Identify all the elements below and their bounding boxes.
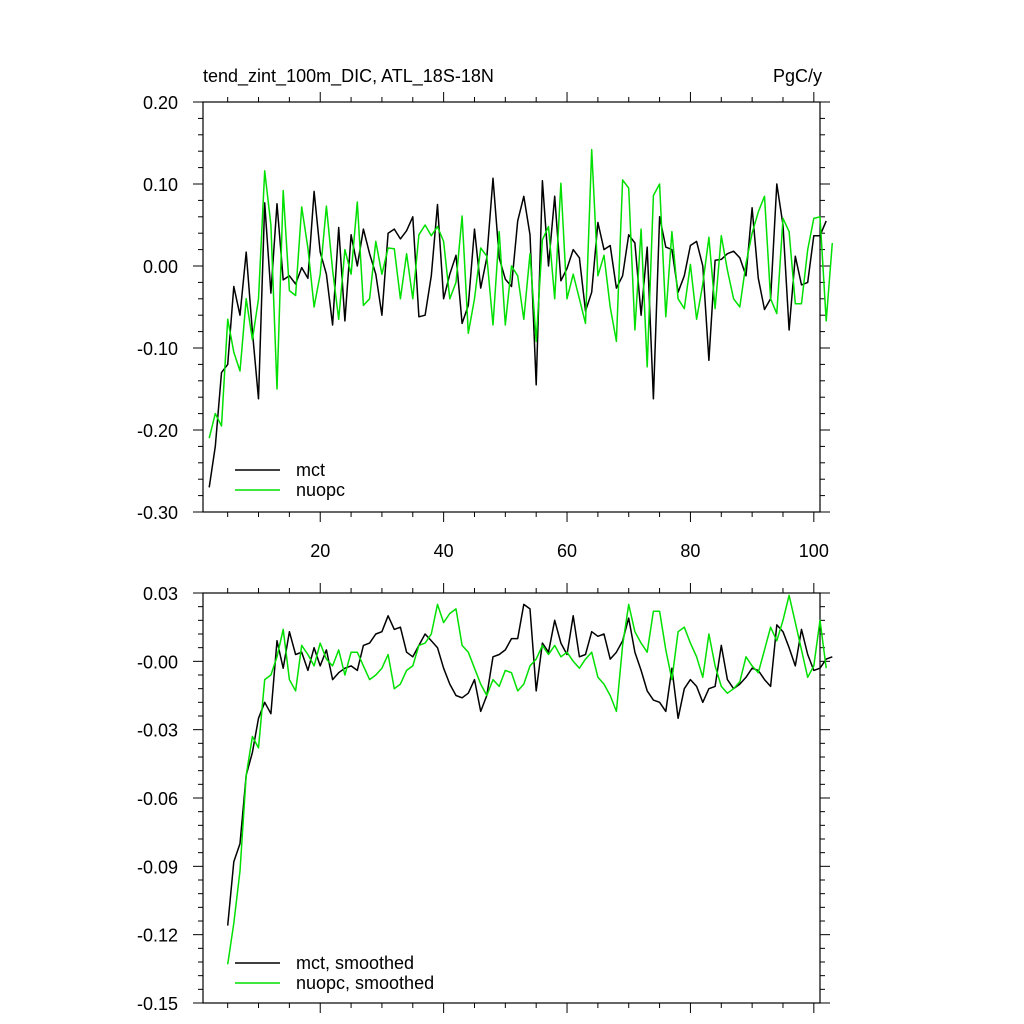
legend-label: nuopc (296, 480, 345, 500)
units-label: PgC/y (773, 66, 822, 86)
x-tick-label: 60 (557, 541, 577, 561)
y-tick-label: 0.03 (143, 584, 178, 604)
chart-title: tend_zint_100m_DIC, ATL_18S-18N (203, 66, 494, 87)
series-line-mct-smoothed (226, 603, 833, 926)
legend-label: nuopc, smoothed (296, 973, 434, 993)
series-line-nuopc-smoothed (226, 594, 827, 965)
y-tick-label: -0.10 (137, 339, 178, 359)
legend-label: mct, smoothed (296, 953, 414, 973)
legend-label: mct (296, 460, 325, 480)
x-tick-label: 80 (680, 541, 700, 561)
y-tick-label: -0.15 (137, 994, 178, 1014)
y-tick-label: -0.30 (137, 503, 178, 523)
top-panel: tend_zint_100m_DIC, ATL_18S-18N PgC/y 20… (137, 66, 834, 561)
y-tick-label: -0.00 (137, 652, 178, 672)
y-tick-label: 0.00 (143, 257, 178, 277)
y-tick-label: 0.10 (143, 175, 178, 195)
series-line-nuopc (208, 148, 834, 439)
y-tick-label: -0.12 (137, 926, 178, 946)
y-tick-label: -0.06 (137, 789, 178, 809)
y-tick-label: 0.20 (143, 93, 178, 113)
x-tick-label: 100 (799, 541, 829, 561)
plot-frame (202, 101, 821, 513)
y-tick-label: -0.20 (137, 421, 178, 441)
x-tick-label: 40 (434, 541, 454, 561)
series-line-mct (208, 177, 827, 488)
x-tick-label: 20 (310, 541, 330, 561)
y-tick-label: -0.09 (137, 857, 178, 877)
y-tick-label: -0.03 (137, 721, 178, 741)
bottom-panel: -0.15 -0.12 -0.09 -0.06 -0.03 -0.00 0.03 mct, s… (137, 583, 833, 1014)
